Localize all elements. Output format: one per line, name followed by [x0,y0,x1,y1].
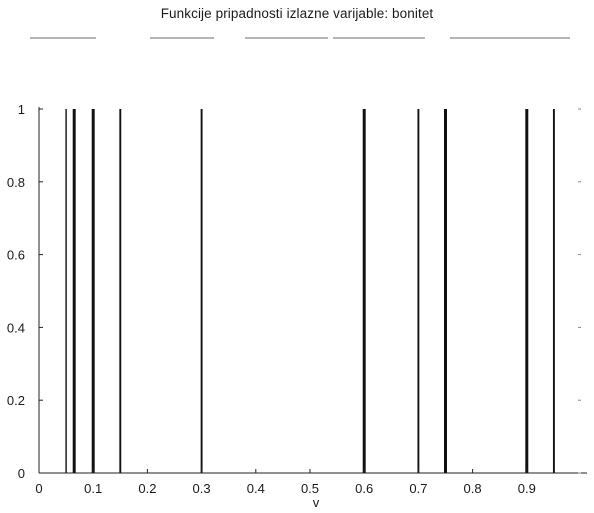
x-axis-label: v [313,495,320,510]
x-tick-label: 0.6 [355,481,373,496]
x-tick-label: 0.2 [138,481,156,496]
y-tick-label: 0.6 [7,248,25,263]
chart-title: Funkcije pripadnosti izlazne varijable: … [160,6,434,21]
x-tick-label: 0.9 [518,481,536,496]
x-tick-label: 0.8 [464,481,482,496]
x-tick-label: 0.7 [409,481,427,496]
y-tick-label: 0 [18,466,25,481]
title-underline [30,37,570,39]
x-tick-label: 0.1 [84,481,102,496]
plot-axes [38,107,587,474]
y-tick-label: 0.4 [7,320,25,335]
y-tick-label: 0.8 [7,175,25,190]
x-tick-label: 0 [35,481,42,496]
x-tick-label: 0.3 [193,481,211,496]
y-tick-label: 1 [18,102,25,117]
tick-layer: 0 0.1 0.2 0.3 0.4 0.5 0.6 0.7 0.8 0.9 0 0.2 0.4 0.6 0.… [7,102,581,496]
y-tick-label: 0.2 [7,393,25,408]
x-tick-label: 0.4 [247,481,265,496]
series-layer [65,109,555,473]
x-tick-label: 0.5 [301,481,319,496]
